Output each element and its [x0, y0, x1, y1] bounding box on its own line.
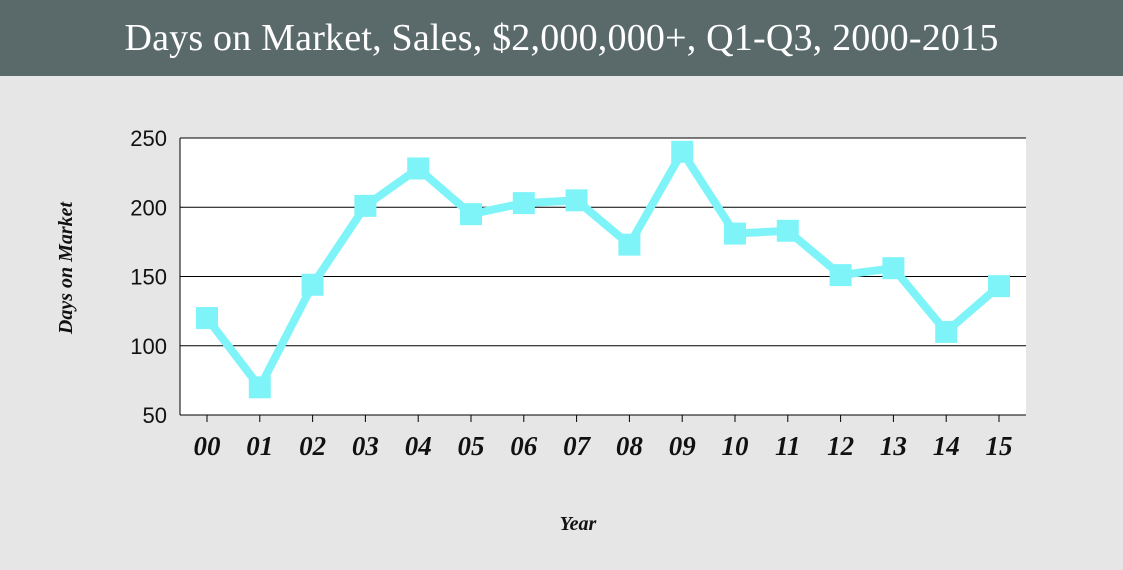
data-point [354, 194, 377, 217]
x-tick-label: 06 [510, 431, 538, 461]
data-point [196, 307, 218, 330]
chart-title: Days on Market, Sales, $2,000,000+, Q1-Q… [124, 17, 999, 59]
data-point [671, 140, 694, 163]
y-tick-label: 250 [130, 126, 167, 151]
data-point [776, 219, 799, 242]
data-point [512, 192, 535, 215]
x-tick-label: 15 [986, 431, 1013, 461]
x-tick-label: 09 [669, 431, 697, 461]
x-tick-label: 04 [405, 431, 432, 461]
data-point [935, 320, 958, 343]
x-tick-label: 03 [352, 431, 379, 461]
data-point [988, 275, 1010, 298]
data-point [882, 257, 905, 280]
x-tick-label: 00 [194, 431, 222, 461]
x-tick-label: 07 [563, 431, 592, 461]
data-point [565, 189, 588, 212]
title-bar: Days on Market, Sales, $2,000,000+, Q1-Q… [0, 0, 1123, 76]
data-point [248, 376, 271, 399]
x-tick-label: 14 [933, 431, 960, 461]
x-axis-label: Year [560, 513, 597, 535]
y-axis-label: Days on Market [55, 200, 77, 335]
y-tick-label: 50 [143, 403, 167, 428]
y-tick-label: 200 [130, 195, 167, 220]
data-point [460, 203, 482, 226]
x-tick-label: 05 [458, 431, 485, 461]
x-tick-label: 11 [775, 431, 801, 461]
x-tick-label: 13 [880, 431, 907, 461]
data-point [301, 273, 324, 296]
data-point [829, 264, 852, 287]
data-point [618, 233, 641, 256]
x-tick-label: 01 [246, 431, 273, 461]
x-tick-label: 12 [827, 431, 854, 461]
data-point [724, 222, 746, 245]
y-tick-label: 150 [130, 265, 167, 290]
series-line [203, 147, 1002, 392]
y-tick-label: 100 [130, 334, 167, 359]
x-tick-label: 10 [722, 431, 750, 461]
x-tick-label: 08 [616, 431, 644, 461]
x-tick-label: 02 [299, 431, 326, 461]
data-point [407, 157, 430, 180]
